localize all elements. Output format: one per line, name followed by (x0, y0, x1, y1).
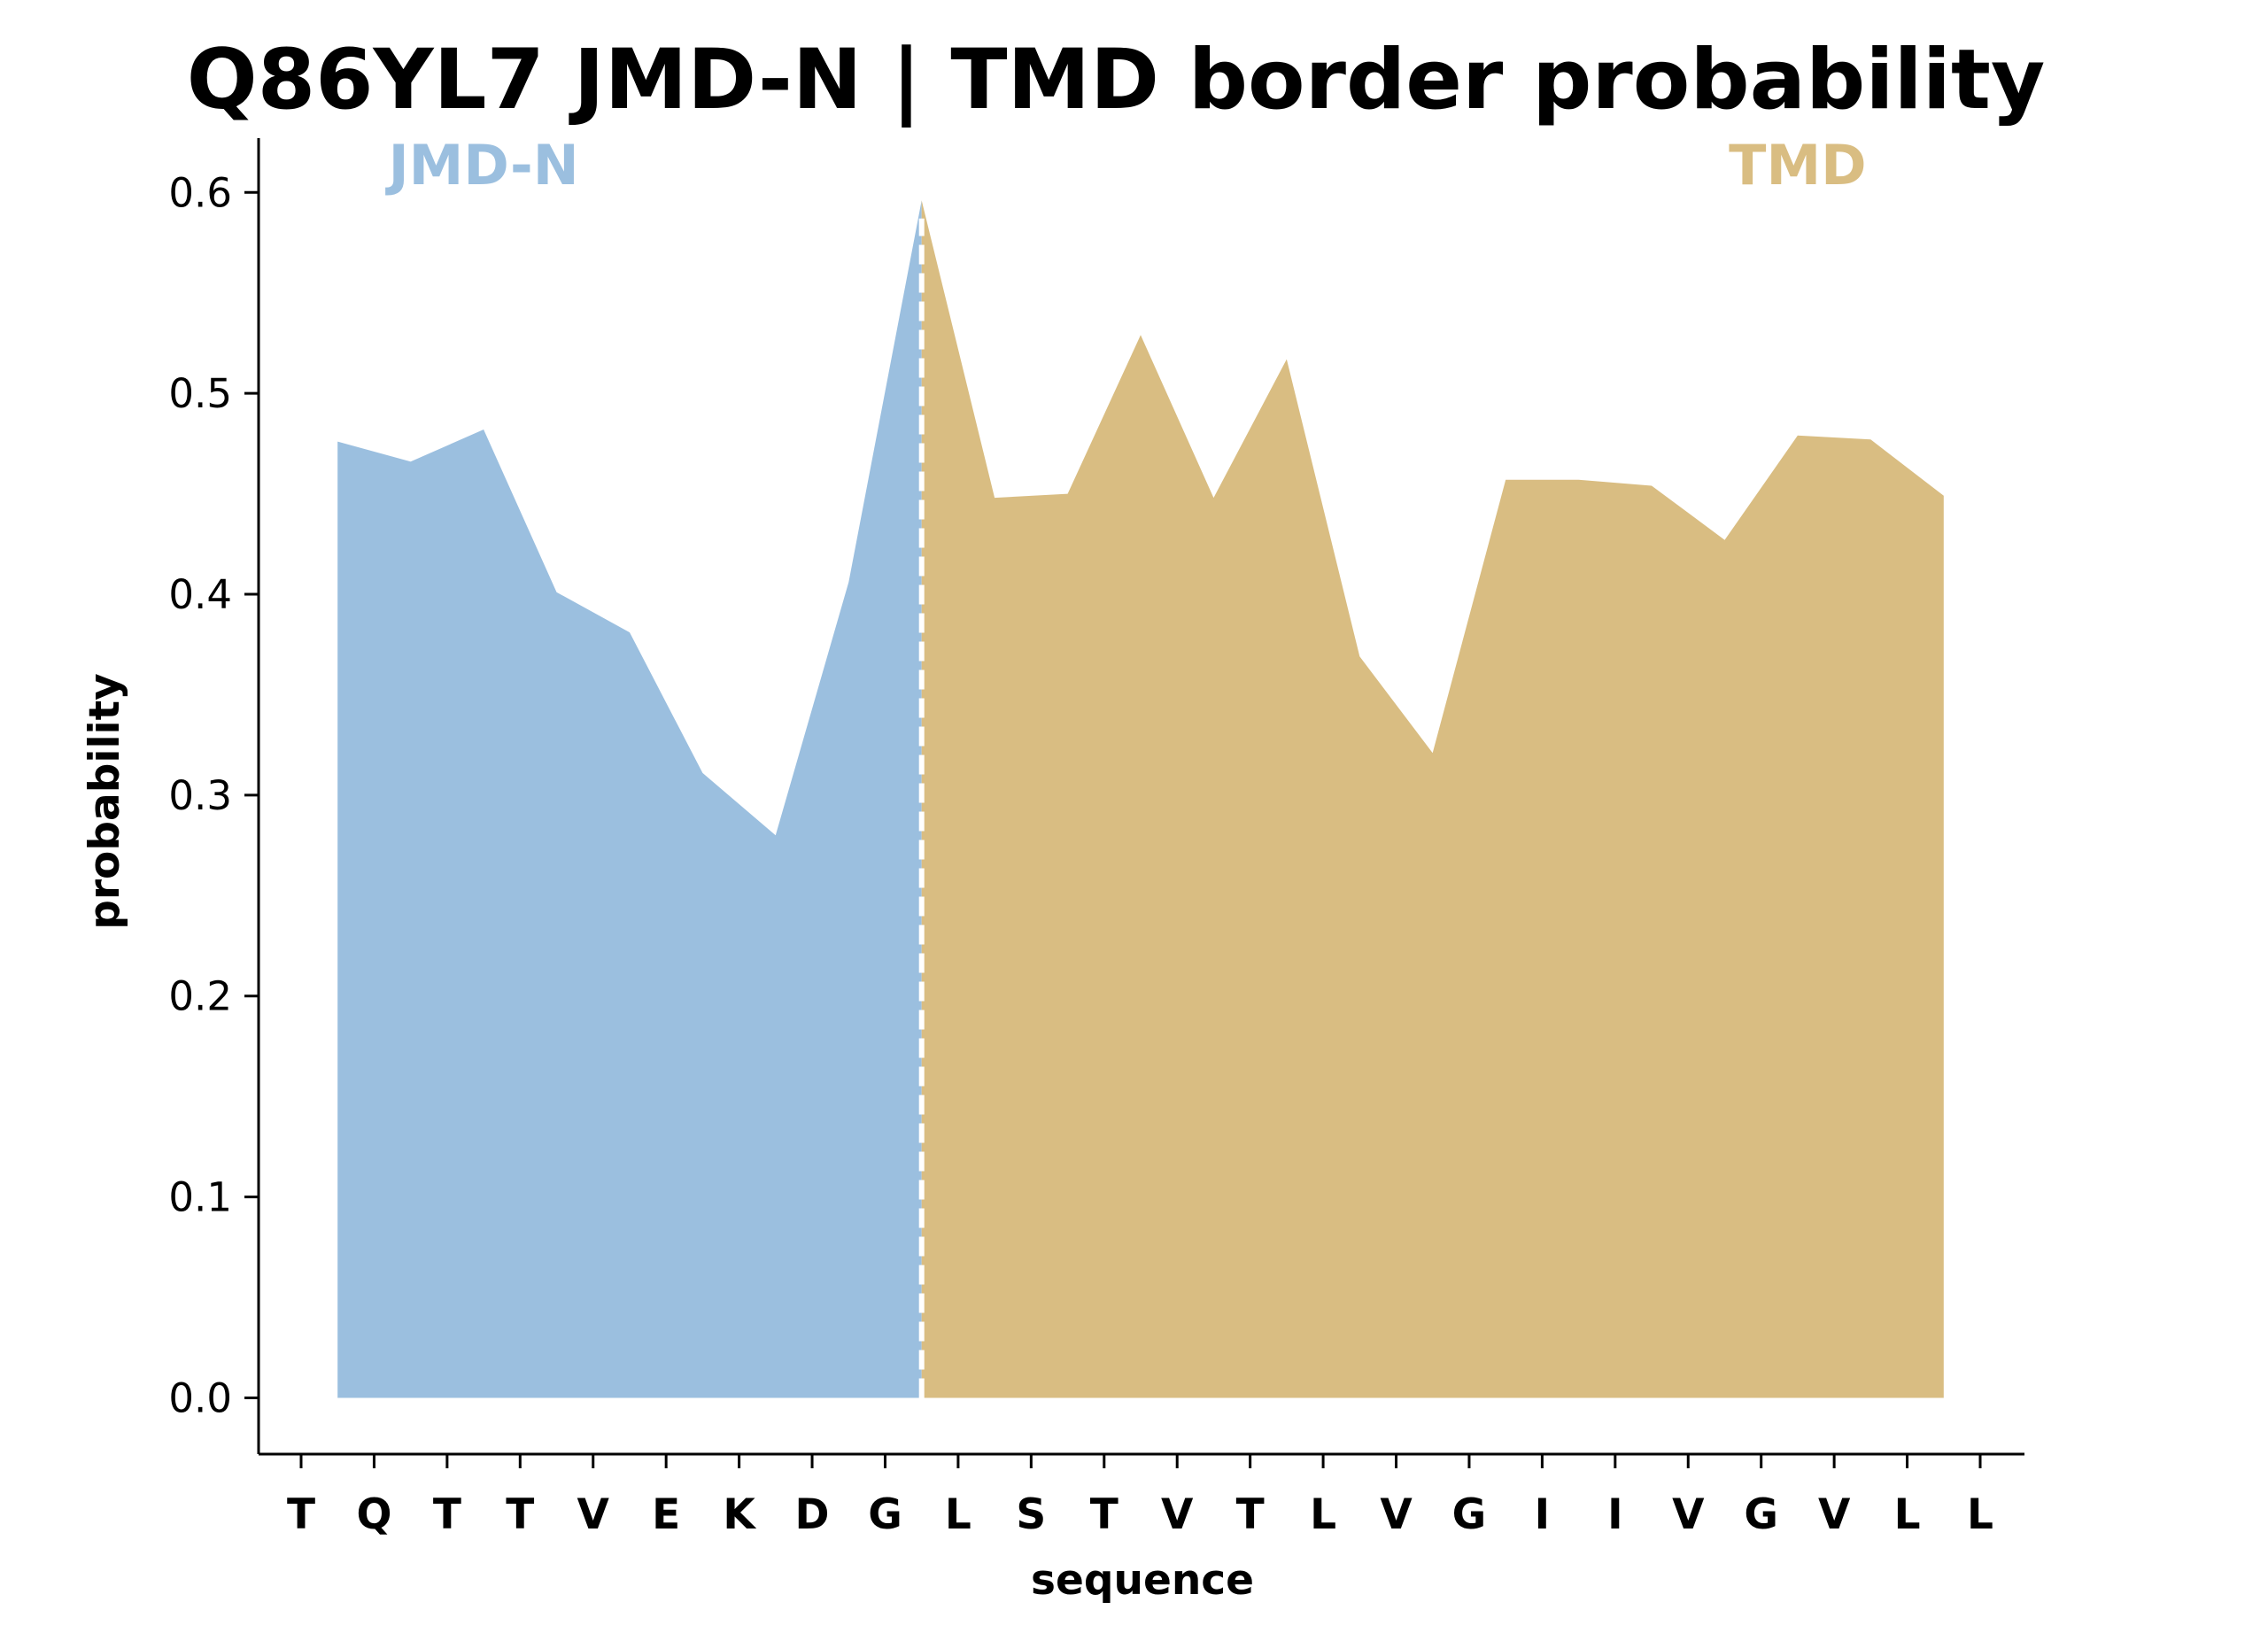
area-series-2 (921, 200, 1944, 1398)
y-tick-label: 0.1 (168, 1174, 232, 1221)
x-tick-label: K (723, 1490, 756, 1539)
y-tick-label: 0.5 (168, 370, 232, 417)
x-tick-label: V (1672, 1490, 1705, 1539)
x-tick-label: G (1452, 1490, 1487, 1539)
x-tick-label: Q (356, 1490, 391, 1539)
x-tick-label: T (1090, 1490, 1119, 1539)
x-tick-label: I (1607, 1490, 1623, 1539)
x-tick-label: D (795, 1490, 830, 1539)
x-tick-label: V (1818, 1490, 1851, 1539)
y-axis-label: probability (81, 673, 129, 930)
region-label-tmd: TMD (1729, 133, 1866, 197)
y-tick-label: 0.0 (168, 1374, 232, 1421)
x-tick-label: V (1161, 1490, 1194, 1539)
x-tick-label: G (1744, 1490, 1778, 1539)
x-tick-label: L (1967, 1490, 1993, 1539)
region-label-jmd-n: JMD-N (385, 133, 579, 197)
x-tick-label: V (1380, 1490, 1413, 1539)
x-tick-label: L (945, 1490, 971, 1539)
x-tick-label: E (652, 1490, 680, 1539)
chart-title: Q86YL7 JMD-N | TMD border probability (187, 32, 2045, 128)
x-tick-label: L (1894, 1490, 1921, 1539)
plot-areas (337, 200, 1944, 1398)
y-ticks: 0.0 0.1 0.2 0.3 0.4 0.5 0.6 (168, 169, 259, 1421)
y-tick-label: 0.2 (168, 973, 232, 1020)
x-tick-label: T (1236, 1490, 1265, 1539)
y-tick-label: 0.3 (168, 772, 232, 819)
x-tick-label: I (1535, 1490, 1551, 1539)
x-tick-label: L (1310, 1490, 1336, 1539)
x-tick-label: V (577, 1490, 610, 1539)
x-tick-label: S (1016, 1490, 1046, 1539)
x-tick-label: T (433, 1490, 461, 1539)
x-tick-label: T (506, 1490, 534, 1539)
y-tick-label: 0.6 (168, 169, 232, 216)
area-series-1 (337, 200, 922, 1398)
x-tick-label: T (287, 1490, 315, 1539)
y-tick-label: 0.4 (168, 571, 232, 618)
x-tick-label: G (868, 1490, 902, 1539)
x-axis-label: sequence (1031, 1556, 1254, 1605)
